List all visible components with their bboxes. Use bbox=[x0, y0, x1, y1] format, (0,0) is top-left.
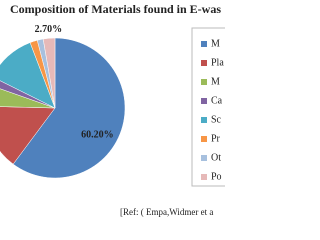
pie-slice bbox=[0, 106, 56, 165]
legend-frame bbox=[191, 27, 225, 187]
legend-swatch bbox=[201, 136, 207, 142]
legend-swatch bbox=[201, 155, 207, 161]
slice-label: 2.70% bbox=[35, 24, 63, 35]
legend-label: M bbox=[211, 38, 220, 49]
legend-swatch bbox=[201, 60, 207, 66]
legend-label: M bbox=[211, 76, 220, 87]
pie-slice bbox=[12, 37, 126, 179]
slice-label: 60.20% bbox=[81, 130, 114, 141]
legend-swatch bbox=[201, 117, 207, 123]
pie-slice bbox=[42, 37, 56, 109]
chart: Composition of Materials found in E-was … bbox=[0, 2, 225, 217]
legend-swatch bbox=[201, 41, 207, 47]
legend-label: Ot bbox=[211, 152, 221, 163]
legend-label: Ca bbox=[211, 95, 223, 106]
legend-swatch bbox=[201, 174, 207, 180]
legend-swatch bbox=[201, 98, 207, 104]
source-note: [Ref: ( Empa,Widmer et a bbox=[120, 207, 213, 217]
legend-label: Po bbox=[211, 171, 222, 182]
chart-title: Composition of Materials found in E-was bbox=[10, 2, 221, 16]
legend-label: Pr bbox=[211, 133, 221, 144]
legend-label: Sc bbox=[211, 114, 222, 125]
legend-label: Pla bbox=[211, 57, 224, 68]
legend-swatch bbox=[201, 79, 207, 85]
